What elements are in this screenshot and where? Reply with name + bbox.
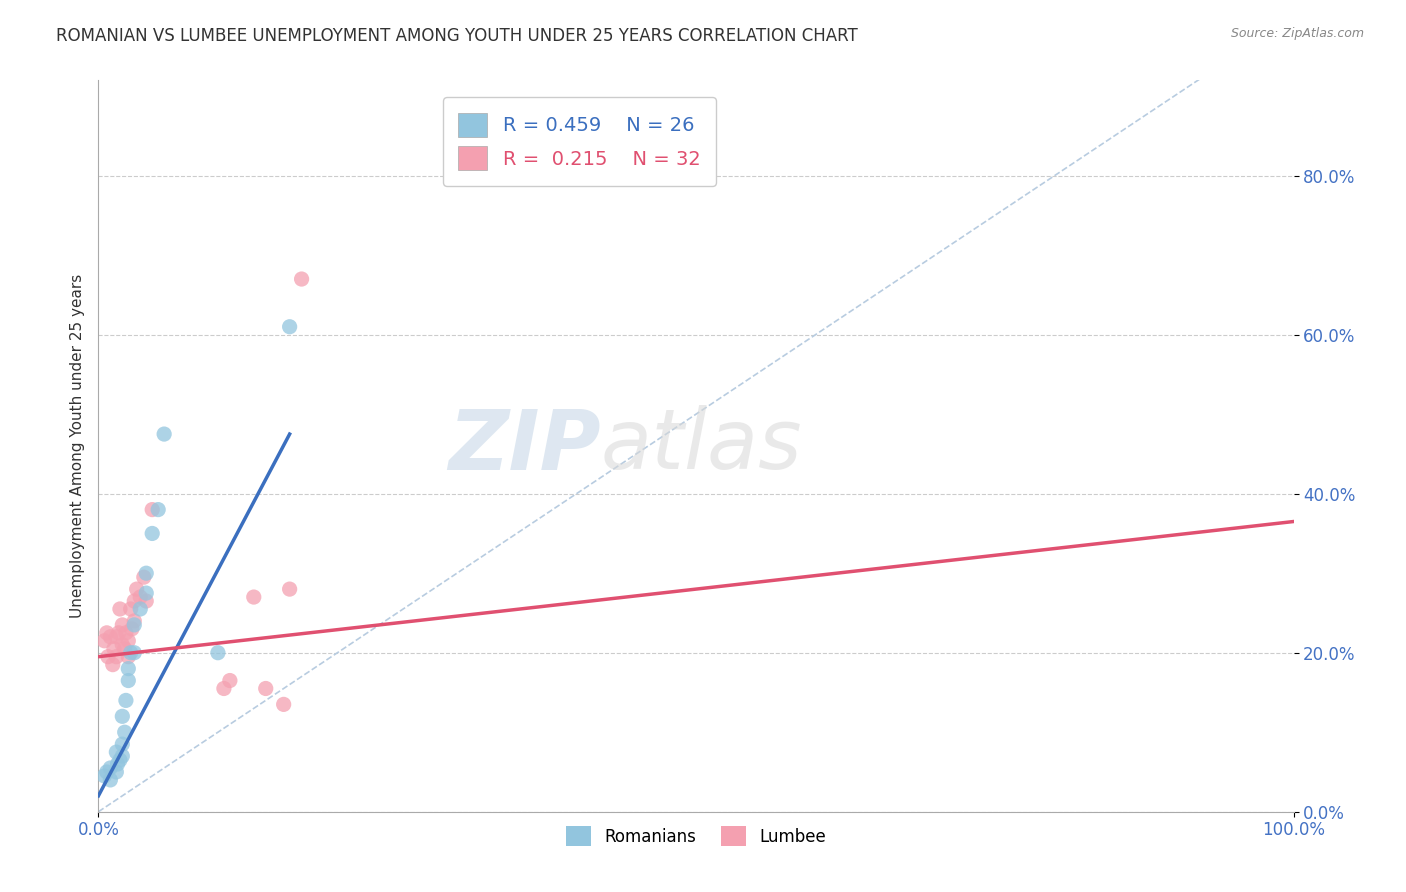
Point — [120, 602, 142, 616]
Point — [124, 594, 146, 608]
Point — [111, 709, 134, 723]
Point — [124, 646, 146, 660]
Point — [108, 753, 131, 767]
Point — [97, 649, 120, 664]
Point — [135, 566, 157, 581]
Text: ROMANIAN VS LUMBEE UNEMPLOYMENT AMONG YOUTH UNDER 25 YEARS CORRELATION CHART: ROMANIAN VS LUMBEE UNEMPLOYMENT AMONG YO… — [56, 27, 858, 45]
Point — [105, 745, 128, 759]
Point — [278, 582, 301, 596]
Point — [132, 570, 155, 584]
Point — [129, 602, 152, 616]
Point — [121, 622, 143, 636]
Point — [98, 761, 122, 775]
Point — [207, 646, 229, 660]
Point — [124, 618, 146, 632]
Point — [114, 725, 136, 739]
Point — [117, 673, 139, 688]
Legend: Romanians, Lumbee: Romanians, Lumbee — [558, 818, 834, 855]
Text: Source: ZipAtlas.com: Source: ZipAtlas.com — [1230, 27, 1364, 40]
Point — [111, 749, 134, 764]
Point — [105, 764, 128, 779]
Point — [96, 625, 118, 640]
Point — [98, 772, 122, 787]
Point — [111, 618, 134, 632]
Point — [120, 646, 142, 660]
Point — [107, 757, 129, 772]
Point — [254, 681, 277, 696]
Point — [93, 769, 115, 783]
Point — [117, 649, 139, 664]
Point — [153, 427, 176, 442]
Point — [291, 272, 314, 286]
Point — [125, 582, 148, 596]
Point — [117, 662, 139, 676]
Point — [114, 641, 136, 656]
Point — [98, 630, 122, 644]
Point — [115, 693, 138, 707]
Point — [96, 764, 118, 779]
Point — [103, 641, 125, 656]
Point — [129, 590, 152, 604]
Point — [212, 681, 235, 696]
Point — [278, 319, 301, 334]
Point — [111, 638, 134, 652]
Point — [135, 594, 157, 608]
Point — [108, 602, 131, 616]
Point — [141, 526, 163, 541]
Point — [219, 673, 242, 688]
Point — [141, 502, 163, 516]
Point — [107, 625, 129, 640]
Y-axis label: Unemployment Among Youth under 25 years: Unemployment Among Youth under 25 years — [69, 274, 84, 618]
Point — [135, 586, 157, 600]
Point — [273, 698, 295, 712]
Point — [105, 630, 128, 644]
Text: atlas: atlas — [600, 406, 801, 486]
Point — [124, 614, 146, 628]
Point — [148, 502, 170, 516]
Point — [115, 625, 138, 640]
Point — [105, 649, 128, 664]
Text: ZIP: ZIP — [447, 406, 600, 486]
Point — [117, 633, 139, 648]
Point — [101, 657, 124, 672]
Point — [93, 633, 115, 648]
Point — [111, 737, 134, 751]
Point — [243, 590, 266, 604]
